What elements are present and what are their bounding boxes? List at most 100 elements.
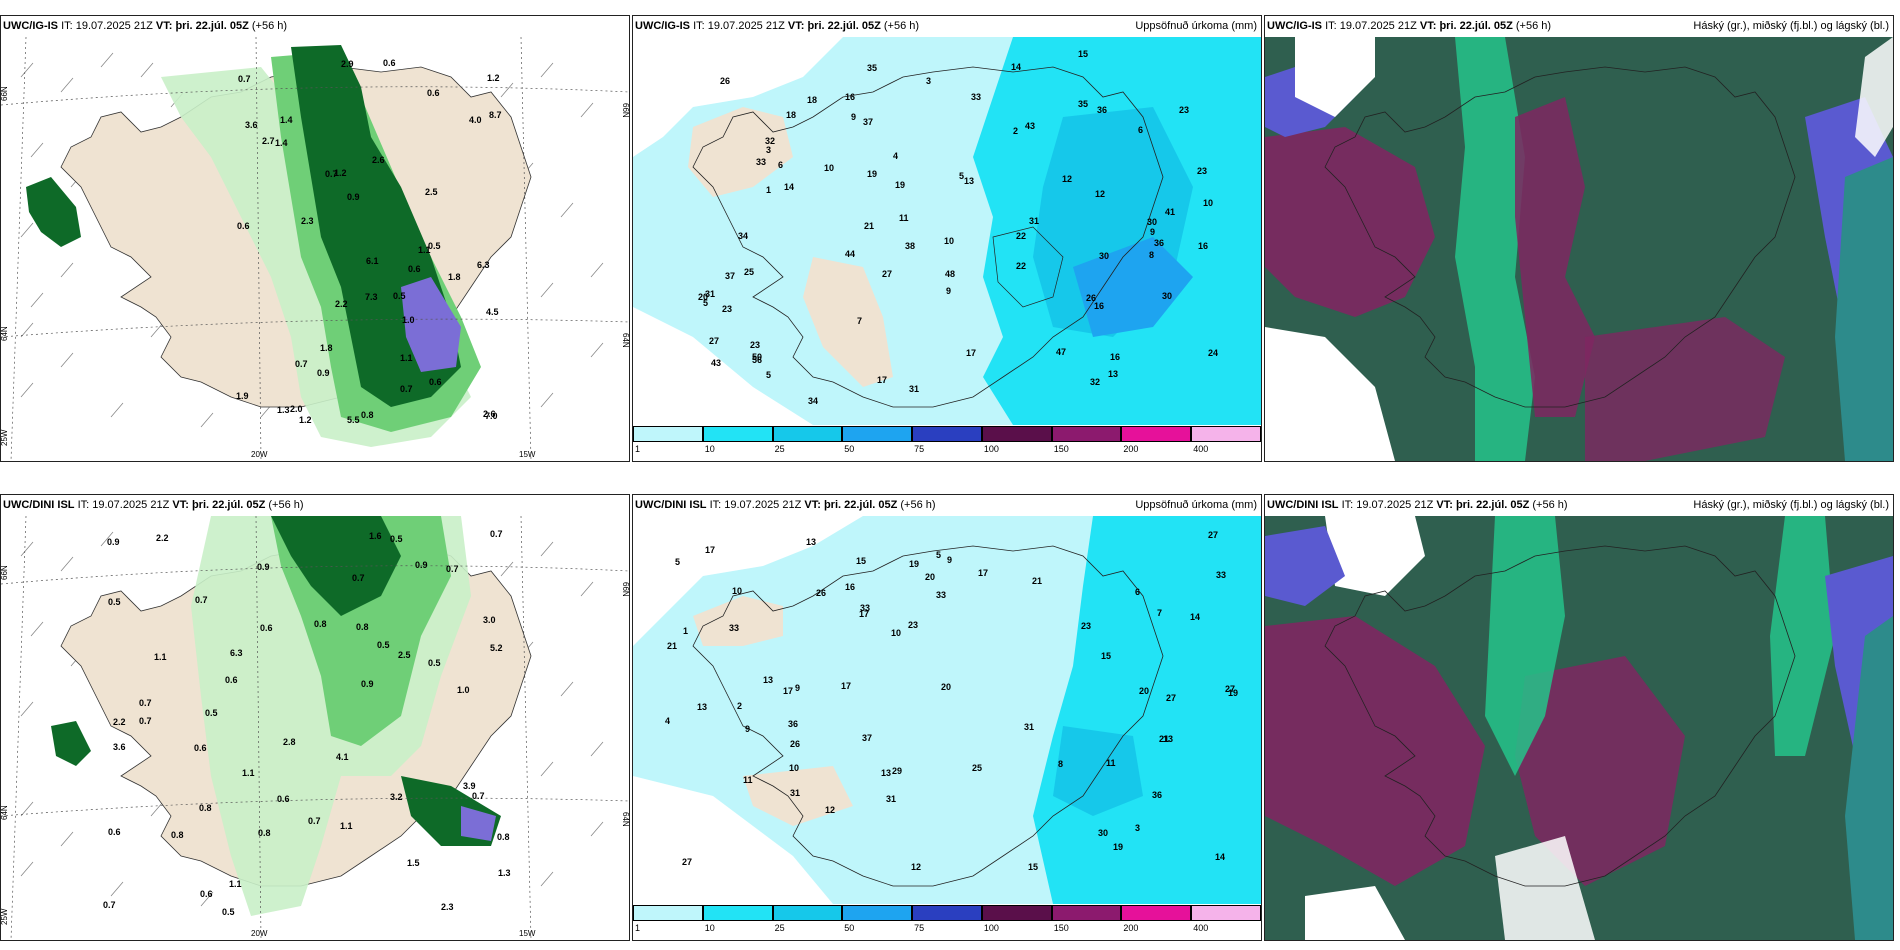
value-label: 8 <box>1058 759 1063 769</box>
panel-title: UWC/DINI ISL IT: 19.07.2025 21Z VT: þri.… <box>633 495 1261 516</box>
value-label: 0.5 <box>205 708 218 718</box>
legend-tick-label: 200 <box>1123 923 1139 933</box>
legend-tick-label: 100 <box>983 444 999 454</box>
value-label: 1.9 <box>236 391 249 401</box>
iceland-outline <box>1324 545 1796 887</box>
value-label: 17 <box>859 609 869 619</box>
legend-tick-label: 1 <box>635 923 641 933</box>
value-label: 23 <box>1197 166 1207 176</box>
value-label: 30 <box>1147 217 1157 227</box>
value-label: 0.7 <box>472 791 485 801</box>
map-area: 17 9 9 13 10 11 13 10 9 33 27 33 12 13 25 26 27 36 16 15 15 1… <box>633 516 1261 904</box>
value-label: 1.4 <box>275 138 288 148</box>
vt-label: VT: <box>172 499 189 511</box>
legend-tick-label: 400 <box>1193 444 1209 454</box>
it-value: 19.07.2025 21Z <box>724 499 802 511</box>
value-label: 1.1 <box>418 245 431 255</box>
cloud-purple-west <box>1265 616 1485 886</box>
value-label: 7.3 <box>365 292 378 302</box>
value-label: 5 <box>703 298 708 308</box>
value-label: 0.8 <box>356 622 369 632</box>
vt-label: VT: <box>804 499 821 511</box>
legend-swatch <box>633 905 703 921</box>
graticule <box>1 37 629 461</box>
value-label: 0.9 <box>317 368 330 378</box>
value-label: 35 <box>1078 99 1088 109</box>
value-label: 19 <box>895 180 905 190</box>
value-label: 0.7 <box>139 698 152 708</box>
value-label: 1.4 <box>280 115 293 125</box>
value-label: 0.9 <box>257 562 270 572</box>
lat-label-top: 66N <box>1 565 9 580</box>
lon-label-20w: 20W <box>251 450 268 459</box>
value-label: 27 <box>882 269 892 279</box>
legend-swatch <box>702 905 773 921</box>
land-beige-west <box>688 107 793 197</box>
legend-swatch <box>1121 426 1192 442</box>
value-label: 34 <box>738 231 748 241</box>
accum-blue <box>1073 237 1193 337</box>
it-label: IT: <box>61 20 73 32</box>
value-label: 50 <box>752 352 762 362</box>
value-label: 0.5 <box>393 291 406 301</box>
value-label: 13 <box>964 176 974 186</box>
value-label: 10 <box>732 586 742 596</box>
value-label: 12 <box>825 805 835 815</box>
it-label: IT: <box>1325 20 1337 32</box>
value-label: 11 <box>1106 758 1116 768</box>
value-label: 0.7 <box>400 384 413 394</box>
value-label: 2.3 <box>441 902 454 912</box>
land-beige-southwest <box>743 766 853 826</box>
panel-accum-igis: UWC/IG-IS IT: 19.07.2025 21Z VT: þri. 22… <box>632 15 1262 462</box>
graticule <box>1 516 629 940</box>
value-label: 37 <box>725 271 735 281</box>
value-label: 19 <box>867 169 877 179</box>
value-label: 17 <box>705 545 715 555</box>
vt-value: þri. 22.júl. 05Z <box>191 499 266 511</box>
it-label: IT: <box>1341 499 1354 511</box>
legend-tick-label: 400 <box>1193 923 1209 933</box>
model-name: UWC/IG-IS <box>3 20 58 32</box>
legend-swatch <box>1051 905 1122 921</box>
cloud-purple-center <box>1515 97 1595 417</box>
legend-swatch <box>912 426 982 442</box>
lon-corner-label: 25W <box>1 429 9 446</box>
value-label: 1.8 <box>448 272 461 282</box>
accum-map: 1799131011131093327331213252627361615151… <box>633 516 1261 904</box>
value-label: 18 <box>786 110 796 120</box>
value-label: 0.7 <box>295 359 308 369</box>
value-label: 2.9 <box>341 59 354 69</box>
value-label: 21 <box>864 221 874 231</box>
value-label: 4 <box>665 716 670 726</box>
value-label: 2.2 <box>156 533 169 543</box>
value-label: 0.6 <box>429 377 442 387</box>
vt-value: þri. 22.júl. 05Z <box>1455 499 1530 511</box>
value-label: 26 <box>816 588 826 598</box>
legend-tick-label: 50 <box>844 444 855 454</box>
value-label: 1.1 <box>229 879 242 889</box>
lat-label-right-bottom: 64N <box>621 333 629 348</box>
value-label: 0.6 <box>225 675 238 685</box>
cloud-map <box>1265 37 1893 461</box>
value-label: 10 <box>789 763 799 773</box>
value-label: 0.6 <box>277 794 290 804</box>
value-label: 0.8 <box>199 803 212 813</box>
value-label: 23 <box>722 304 732 314</box>
legend-tick-label: 25 <box>774 923 785 933</box>
value-label: 9 <box>946 286 951 296</box>
it-label: IT: <box>693 20 705 32</box>
value-label: 1.1 <box>400 353 413 363</box>
value-label: 1.0 <box>457 685 470 695</box>
iceland-outline <box>692 545 1164 887</box>
value-label: 34 <box>808 396 818 406</box>
legend-tick-label: 75 <box>914 444 925 454</box>
value-label: 6.1 <box>366 256 379 266</box>
value-label: 13 <box>1163 734 1173 744</box>
value-label: 36 <box>788 719 798 729</box>
value-label: 16 <box>1110 352 1120 362</box>
value-label: 20 <box>925 572 935 582</box>
value-label: 5.2 <box>490 643 503 653</box>
iceland-outline <box>1324 66 1796 408</box>
value-label: 16 <box>845 582 855 592</box>
